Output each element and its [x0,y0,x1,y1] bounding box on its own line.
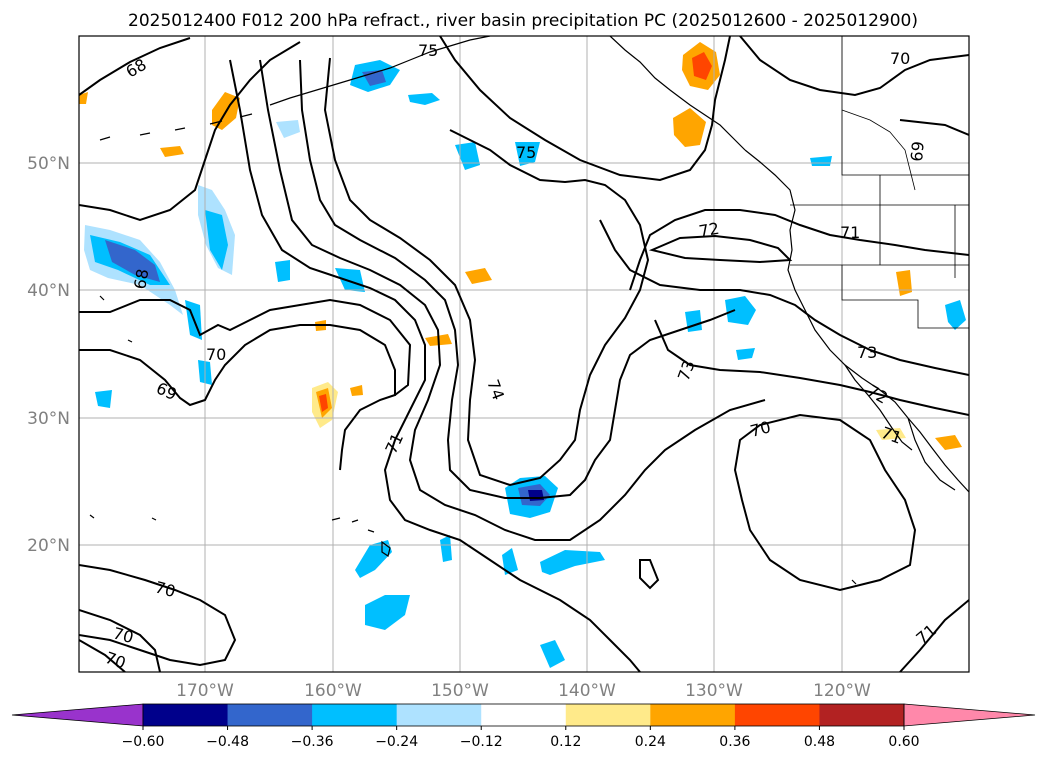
shade-neg-20 [736,348,755,360]
shade-pos-6b [692,52,712,80]
lat-label: 50°N [27,154,70,174]
colorbar-tick-label: −0.12 [460,734,503,750]
colorbar-tick-label: −0.48 [206,734,249,750]
colorbar-tick-label: −0.60 [122,734,165,750]
contour-label: 70 [890,49,910,68]
shade-pos-13 [79,92,88,104]
colorbar-tick-label: 0.36 [719,734,750,750]
colorbar-segment [143,704,229,726]
shade-neg-23 [95,390,112,408]
lon-label: 150°W [431,681,489,701]
colorbar-segment [565,704,651,726]
shade-pos-7 [673,108,706,147]
colorbar-extend-high [903,703,1036,727]
lon-label: 130°W [685,681,743,701]
lon-label: 160°W [304,681,362,701]
shade-pos-9 [935,435,962,450]
colorbar-tick-label: 0.24 [635,734,666,750]
colorbar-segment [734,704,820,726]
colorbar-segment [819,704,905,726]
colorbar: −0.60 −0.48 −0.36 −0.24 −0.12 0.12 0.24 0.36 0.4… [11,703,1036,750]
contour-label: 75 [418,41,438,60]
shade-pos-3c [319,394,328,412]
contour-label: 71 [840,223,860,242]
colorbar-tick-label: 0.60 [888,734,919,750]
colorbar-tick-label: 0.12 [550,734,581,750]
shade-pos-4 [465,268,492,284]
shade-neg-11c [528,490,544,501]
lon-label: 120°W [813,681,871,701]
colorbar-tick-label: −0.24 [375,734,418,750]
contour-label: 72 [697,219,720,241]
shade-neg-9 [335,268,365,292]
shade-neg-17 [540,640,565,668]
lon-axis: 170°W 160°W 150°W 140°W 130°W 120°W [176,681,871,701]
shade-neg-5 [408,93,440,105]
map-frame [78,35,970,673]
colorbar-tick-label: −0.36 [291,734,334,750]
colorbar-tick-label: 0.48 [804,734,835,750]
lat-axis: 50°N 40°N 30°N 20°N [27,154,70,556]
coastlines [89,36,969,585]
shade-neg-21 [945,300,966,330]
shade-neg-12 [355,540,392,578]
shade-neg-1c [105,240,160,282]
shade-neg-2b [205,210,228,270]
shade-neg-16 [440,535,452,562]
map-area: 68 75 75 70 69 68 70 69 74 71 72 71 73 7… [79,36,969,672]
political-borders [790,36,969,329]
colorbar-frame [142,703,905,727]
shade-neg-14 [540,550,605,575]
contour-label: 73 [857,343,877,362]
map-title: 2025012400 F012 200 hPa refract., river … [128,11,918,31]
contour-label: 68 [130,267,152,290]
shade-pos-2 [160,146,184,157]
colorbar-segment [650,704,736,726]
colorbar-extend-low [11,703,144,727]
shade-neg-8 [515,142,540,166]
lon-label: 170°W [176,681,234,701]
shade-neg-15 [502,548,518,575]
lon-label: 140°W [558,681,616,701]
lat-label: 20°N [27,536,70,556]
refractivity-contours [79,36,969,672]
contour-label: 70 [111,624,136,648]
shade-neg-6 [276,120,300,138]
contour-label: 70 [206,345,226,364]
colorbar-segment [396,704,482,726]
lat-label: 40°N [27,281,70,301]
colorbar-segment [227,704,313,726]
shade-neg-19 [685,310,702,332]
contour-label: 75 [516,143,536,162]
shade-neg-13 [365,595,410,630]
shade-pos-11 [350,385,363,396]
colorbar-segment [312,704,398,726]
contour-label: 70 [153,578,178,602]
contour-label: 69 [907,140,928,162]
colorbar-segment [481,704,567,726]
lat-label: 30°N [27,409,70,429]
shade-neg-10 [275,260,290,282]
shade-neg-18 [725,296,756,325]
contour-label: 70 [748,417,773,441]
